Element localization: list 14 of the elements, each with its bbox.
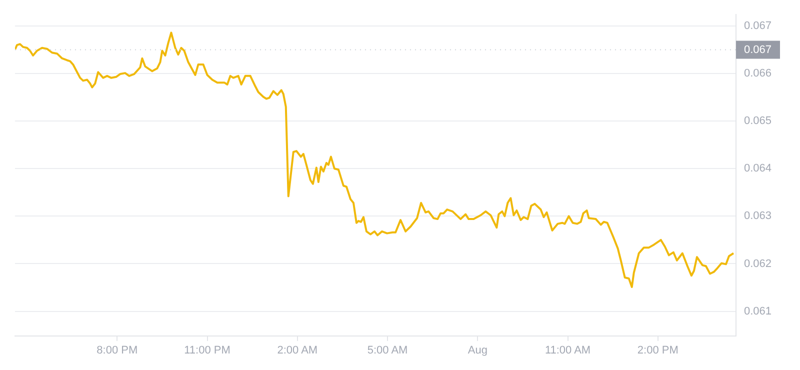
x-tick-label: 11:00 PM (184, 344, 230, 357)
x-tick-label: 11:00 AM (544, 344, 591, 357)
x-tick-label: 5:00 AM (367, 344, 408, 357)
y-tick-label: 0.065 (744, 115, 772, 128)
y-tick-label: 0.061 (744, 305, 772, 318)
x-tick-label: Aug (468, 344, 488, 357)
x-tick-label: 2:00 PM (637, 344, 678, 357)
y-tick-label: 0.067 (744, 20, 772, 32)
y-tick-label: 0.066 (744, 68, 772, 80)
x-tick-label: 2:00 AM (277, 344, 318, 357)
y-tick-label: 0.062 (744, 258, 772, 270)
y-tick-label: 0.063 (744, 210, 772, 222)
x-tick-label: 8:00 PM (96, 344, 138, 357)
y-tick-label: 0.064 (744, 162, 772, 175)
